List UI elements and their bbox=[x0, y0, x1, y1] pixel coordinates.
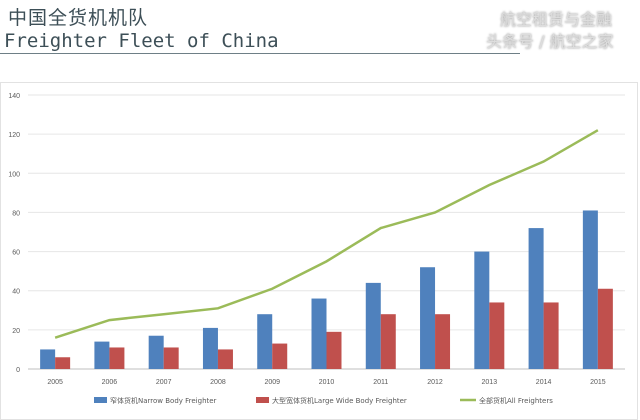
bar-wide bbox=[435, 314, 451, 369]
bar-wide bbox=[272, 343, 288, 369]
legend-swatch bbox=[94, 397, 107, 403]
bar-narrow bbox=[40, 349, 56, 369]
y-tick-label: 0 bbox=[16, 367, 20, 374]
x-tick-label: 2014 bbox=[536, 379, 552, 386]
y-tick-label: 20 bbox=[12, 328, 20, 335]
x-tick-label: 2008 bbox=[210, 379, 226, 386]
x-tick-label: 2013 bbox=[482, 379, 498, 386]
bar-wide bbox=[163, 347, 179, 369]
legend-label: 大型宽体货机Large Wide Body Freighter bbox=[272, 396, 407, 405]
bar-wide bbox=[109, 347, 125, 369]
bar-narrow bbox=[528, 228, 544, 369]
legend-label: 窄体货机Narrow Body Freighter bbox=[110, 396, 217, 405]
x-tick-label: 2012 bbox=[427, 379, 443, 386]
bar-narrow bbox=[311, 298, 327, 369]
bar-narrow bbox=[257, 314, 273, 369]
bar-narrow bbox=[420, 267, 436, 369]
bar-narrow bbox=[94, 341, 110, 369]
bar-narrow bbox=[474, 251, 490, 369]
bar-narrow bbox=[582, 210, 598, 369]
x-tick-label: 2011 bbox=[373, 379, 388, 386]
y-tick-label: 100 bbox=[8, 171, 20, 178]
x-tick-label: 2009 bbox=[264, 379, 280, 386]
bar-wide bbox=[543, 302, 559, 369]
bar-narrow bbox=[202, 327, 218, 369]
line-all-freighters bbox=[54, 129, 599, 339]
x-tick-label: 2010 bbox=[319, 379, 335, 386]
title-divider bbox=[0, 53, 520, 54]
legend-swatch bbox=[256, 397, 269, 403]
x-tick-label: 2015 bbox=[590, 379, 606, 386]
y-tick-label: 60 bbox=[12, 250, 20, 257]
watermark-line1: 航空租赁与金融 bbox=[500, 10, 613, 29]
y-tick-label: 120 bbox=[8, 132, 20, 139]
title-english: Freighter Fleet of China bbox=[4, 30, 279, 52]
x-tick-label: 2006 bbox=[102, 379, 118, 386]
bar-wide bbox=[326, 331, 342, 369]
bar-narrow bbox=[365, 282, 381, 369]
y-tick-label: 140 bbox=[8, 93, 20, 100]
x-tick-label: 2007 bbox=[156, 379, 172, 386]
bar-wide bbox=[55, 357, 71, 369]
bar-narrow bbox=[148, 335, 164, 369]
x-tick-label: 2005 bbox=[47, 379, 63, 386]
title-chinese: 中国全货机机队 bbox=[8, 7, 149, 29]
legend-label: 全部货机All Freighters bbox=[479, 396, 553, 405]
watermark-line2: 头条号 / 航空之家 bbox=[486, 32, 614, 51]
y-tick-label: 40 bbox=[12, 289, 20, 296]
bar-wide bbox=[489, 302, 505, 369]
bar-wide bbox=[597, 288, 613, 369]
bar-wide bbox=[217, 349, 233, 369]
y-tick-label: 80 bbox=[12, 210, 20, 217]
bar-wide bbox=[380, 314, 396, 369]
